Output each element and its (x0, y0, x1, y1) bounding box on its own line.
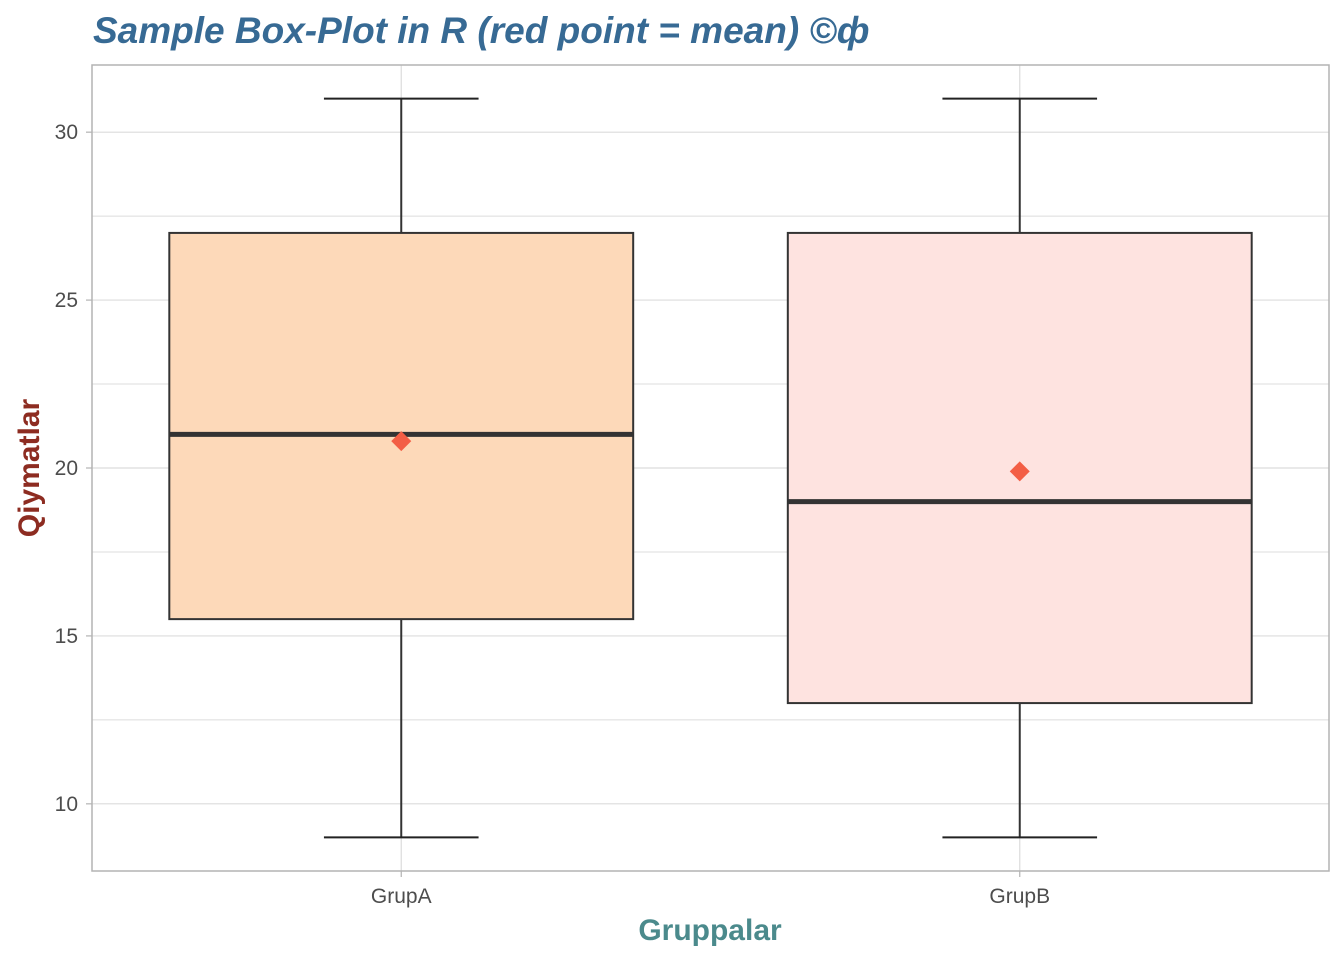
y-axis-label: Qiymatlar (13, 398, 46, 537)
x-tick-label: GrupB (989, 885, 1050, 908)
x-tick-label: GrupA (371, 885, 432, 908)
mean-point (391, 431, 412, 452)
y-tick-label: 30 (55, 121, 78, 144)
box-GrupB (786, 97, 1253, 839)
y-tick-label: 25 (55, 289, 78, 312)
boxes (168, 97, 1253, 839)
mean-point (1009, 461, 1030, 482)
interquartile-box (168, 231, 635, 621)
y-tick-label: 15 (55, 625, 78, 648)
y-tick-label: 20 (55, 457, 78, 480)
y-axis: 10 15 20 25 30 (55, 121, 92, 816)
x-axis-label: Gruppalar (638, 914, 782, 947)
chart-title: Sample Box-Plot in R (red point = mean) … (93, 10, 869, 51)
x-axis: GrupA GrupB (371, 871, 1050, 908)
box-GrupA (168, 97, 635, 839)
y-tick-label: 10 (55, 793, 78, 816)
